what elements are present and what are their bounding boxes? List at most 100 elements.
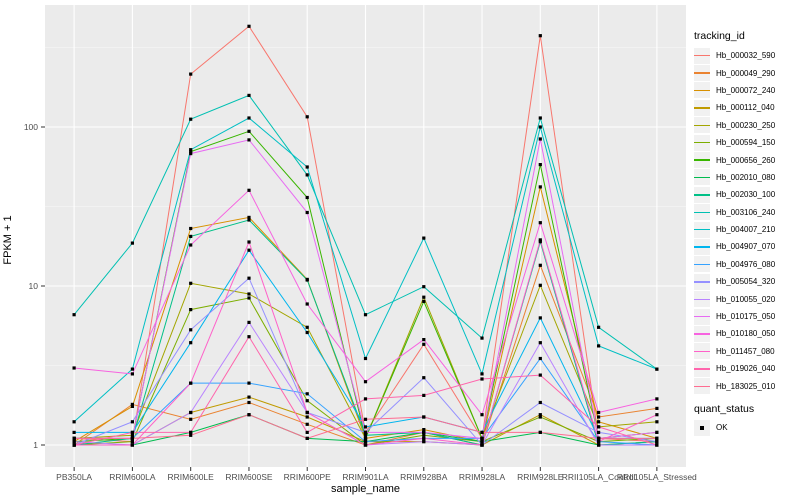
data-point xyxy=(422,393,426,397)
data-point xyxy=(538,240,542,244)
data-point xyxy=(363,443,368,447)
legend-item: Hb_000230_250 xyxy=(694,117,798,134)
data-point xyxy=(538,341,542,345)
data-point xyxy=(130,372,134,376)
data-point xyxy=(72,430,76,434)
data-point xyxy=(189,234,193,238)
legend-item: Hb_183025_010 xyxy=(694,377,798,395)
data-point xyxy=(655,367,659,371)
data-point xyxy=(189,148,193,152)
data-point xyxy=(305,165,309,169)
legend-item: Hb_000594_150 xyxy=(694,134,798,151)
legend-line-key-icon xyxy=(694,360,710,377)
data-point xyxy=(655,440,659,444)
data-point xyxy=(247,296,251,300)
data-point xyxy=(480,413,484,417)
data-point xyxy=(363,436,368,440)
legend-item-label: Hb_183025_010 xyxy=(716,381,776,391)
legend-items: Hb_000032_590 Hb_000049_290 Hb_000072_240 H… xyxy=(694,47,798,395)
data-point xyxy=(422,299,426,303)
data-point xyxy=(72,440,76,444)
data-point xyxy=(247,93,251,97)
data-point xyxy=(72,313,76,317)
data-point xyxy=(189,150,193,154)
legend-item-label: Hb_000230_250 xyxy=(716,120,776,130)
legend-item: Hb_011457_080 xyxy=(694,343,798,360)
y-tick-label: 10 xyxy=(29,281,39,291)
data-point xyxy=(538,163,542,167)
data-point xyxy=(422,376,426,380)
x-tick-label: RRIM600PE xyxy=(284,472,332,482)
data-point xyxy=(655,436,659,440)
legend-item: Hb_010055_020 xyxy=(694,290,798,308)
data-point xyxy=(422,285,426,289)
legend-line-key-icon xyxy=(694,256,710,273)
data-point xyxy=(305,410,309,415)
legend-item: Hb_002030_100 xyxy=(694,186,798,203)
legend-item-label: Hb_004907_070 xyxy=(716,242,776,252)
data-point xyxy=(247,276,251,280)
data-point xyxy=(480,443,484,447)
data-point xyxy=(655,397,659,401)
data-point xyxy=(130,402,134,406)
data-point xyxy=(247,413,251,417)
legend-item: Hb_000656_260 xyxy=(694,151,798,169)
x-tick-label: RRIM901LA xyxy=(342,472,389,482)
data-point xyxy=(597,443,601,447)
legend-item: Hb_000032_590 xyxy=(694,47,798,64)
y-tick-label: 1 xyxy=(33,440,38,450)
data-point xyxy=(189,308,193,312)
data-point xyxy=(189,152,193,156)
data-point xyxy=(130,241,134,245)
data-point xyxy=(655,413,659,417)
x-tick-label: PB350LA xyxy=(56,472,92,482)
data-point xyxy=(189,243,193,247)
legend-item-label: Hb_002030_100 xyxy=(716,190,776,200)
data-point xyxy=(538,116,542,120)
data-point xyxy=(189,430,193,434)
data-point xyxy=(130,367,134,371)
data-point xyxy=(189,341,193,345)
data-point xyxy=(597,436,601,440)
data-point xyxy=(422,433,426,437)
data-point xyxy=(305,392,309,396)
x-tick-label: RRII105LA_Control xyxy=(562,472,636,482)
legend-item-label: Hb_000656_260 xyxy=(716,155,776,165)
data-point xyxy=(538,34,542,38)
data-point xyxy=(538,185,542,189)
legend-line-key-icon xyxy=(694,134,710,151)
legend-item: Hb_000072_240 xyxy=(694,82,798,99)
data-point xyxy=(247,218,251,222)
data-point xyxy=(655,430,659,434)
legend-item-label: Hb_002010_080 xyxy=(716,172,776,182)
data-point xyxy=(305,325,309,329)
data-point xyxy=(655,443,659,447)
data-point xyxy=(72,366,76,370)
data-point xyxy=(480,440,484,444)
legend-item-label: Hb_010055_020 xyxy=(716,294,776,304)
legend-line-key-icon xyxy=(694,325,710,342)
legend-line-key-icon xyxy=(694,82,710,99)
legend-item-label: Hb_000032_590 xyxy=(716,51,776,61)
data-point xyxy=(363,417,368,421)
legend-item: Hb_000112_040 xyxy=(694,99,798,116)
legend-line-key-icon xyxy=(694,152,710,169)
data-point xyxy=(538,263,542,267)
data-point xyxy=(247,292,251,296)
data-point xyxy=(247,24,251,28)
data-point xyxy=(480,377,484,381)
data-point xyxy=(422,338,426,342)
x-tick-label: RRIM600LE xyxy=(168,472,215,482)
legend-item: Hb_019026_040 xyxy=(694,360,798,377)
legend-item: Hb_010175_050 xyxy=(694,308,798,325)
legend-item: Hb_005054_320 xyxy=(694,273,798,290)
data-point xyxy=(538,430,542,434)
data-point xyxy=(189,72,193,76)
data-point xyxy=(305,278,309,282)
legend-item-label: Hb_019026_040 xyxy=(716,364,776,374)
data-point xyxy=(363,430,368,434)
legend-title-tracking-id: tracking_id xyxy=(694,30,745,42)
data-point xyxy=(422,415,426,419)
data-point xyxy=(189,117,193,121)
